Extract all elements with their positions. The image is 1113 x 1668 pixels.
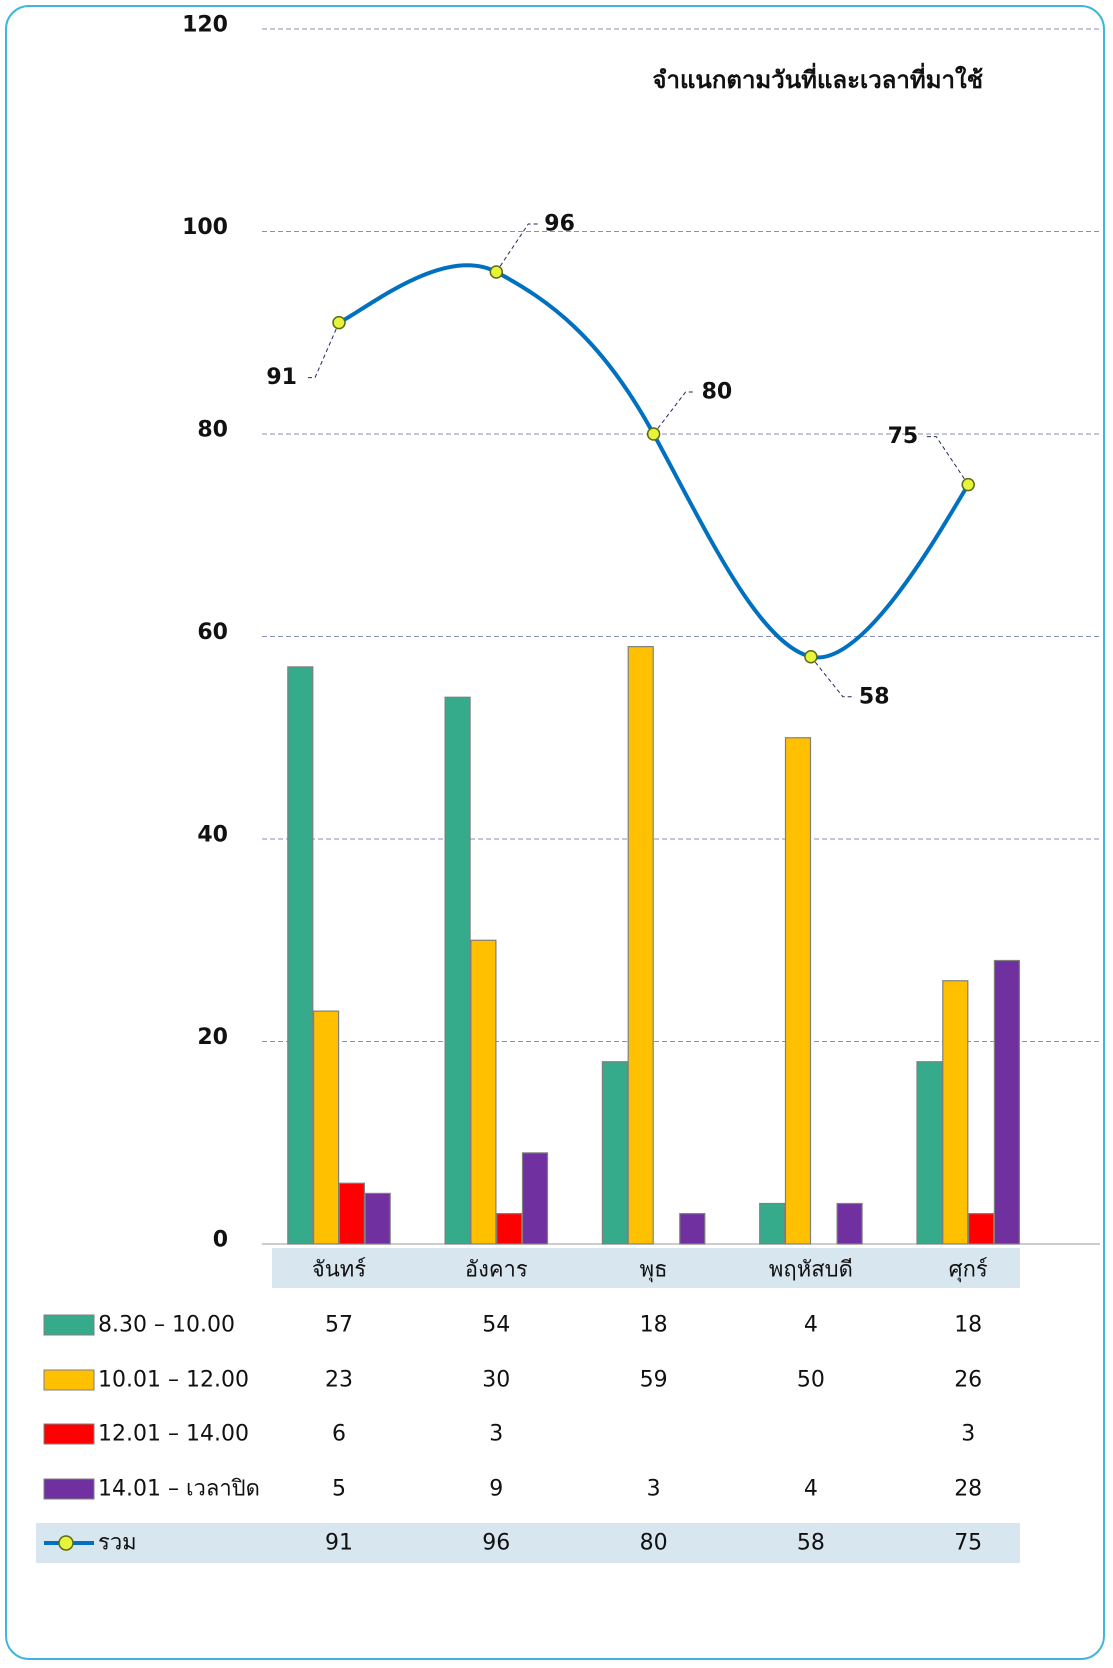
chart-frame (5, 5, 1105, 1660)
table-cell-s2-c4: 3 (961, 1422, 975, 1447)
table-cell-s3-c3: 4 (804, 1477, 818, 1502)
y-tick-label-80: 80 (197, 418, 228, 443)
leader-line-2 (653, 391, 696, 435)
table-cell-s0-c3: 4 (804, 1313, 818, 1338)
leader-line-0 (305, 322, 340, 379)
bar-s3-c3 (836, 1202, 863, 1245)
chart-title: จำแนกตามวันที่และเวลาที่มาใช้ (652, 62, 983, 94)
line-marker-0 (332, 315, 346, 330)
legend-key-2 (43, 1423, 95, 1445)
line-data-label-2: 80 (702, 380, 733, 405)
table-cell-s4-c1: 96 (482, 1531, 510, 1556)
line-data-label-0: 91 (266, 365, 297, 390)
bar-s3-c2 (679, 1213, 706, 1245)
leader-line-1 (495, 223, 539, 273)
bar-s0-c0 (287, 666, 314, 1245)
y-tick-label-0: 0 (213, 1228, 228, 1253)
table-cell-s3-c1: 9 (489, 1477, 503, 1502)
table-cell-s4-c3: 58 (797, 1531, 825, 1556)
line-marker-4 (961, 477, 975, 492)
table-cell-s1-c1: 30 (482, 1368, 510, 1393)
table-cell-s4-c2: 80 (640, 1531, 668, 1556)
bar-s0-c4 (916, 1061, 943, 1245)
legend-key-marker (58, 1535, 74, 1551)
table-cell-s2-c1: 3 (489, 1422, 503, 1447)
bar-s0-c2 (601, 1061, 629, 1245)
legend-label-0: 8.30 – 10.00 (98, 1313, 235, 1338)
category-label-0: จันทร์ (312, 1258, 366, 1283)
y-tick-label-20: 20 (197, 1025, 228, 1050)
bar-s1-c2 (627, 646, 654, 1245)
bar-s1-c0 (313, 1010, 340, 1245)
table-cell-s3-c4: 28 (954, 1477, 982, 1502)
line-marker-1 (489, 265, 504, 279)
line-marker-2 (646, 427, 661, 441)
table-cell-s0-c0: 57 (325, 1313, 353, 1338)
leader-line-4 (926, 436, 969, 485)
category-label-3: พฤหัสบดี (769, 1258, 853, 1283)
bar-s0-c3 (759, 1202, 786, 1245)
category-label-4: ศุกร์ (949, 1258, 988, 1283)
line-data-label-4: 75 (888, 424, 919, 449)
total-line (338, 263, 970, 660)
legend-label-4: รวม (98, 1531, 137, 1556)
table-cell-s3-c0: 5 (332, 1477, 346, 1502)
table-cell-s0-c4: 18 (954, 1313, 982, 1338)
line-data-label-1: 96 (544, 212, 575, 237)
line-data-label-3: 58 (859, 684, 890, 709)
y-tick-label-120: 120 (182, 13, 228, 38)
bar-s3-c0 (364, 1192, 391, 1245)
table-cell-s1-c3: 50 (797, 1368, 825, 1393)
bar-s3-c4 (993, 959, 1021, 1245)
table-cell-s1-c2: 59 (640, 1368, 668, 1393)
table-cell-s0-c2: 18 (640, 1313, 668, 1338)
legend-key-1 (43, 1369, 95, 1391)
bar-s1-c1 (470, 939, 497, 1245)
legend-key-3 (43, 1478, 95, 1500)
line-marker-3 (804, 650, 818, 664)
legend-key-0 (43, 1314, 95, 1336)
table-cell-s4-c4: 75 (954, 1531, 982, 1556)
y-tick-label-100: 100 (182, 215, 228, 240)
total-row-band (36, 1523, 1020, 1563)
bar-s3-c1 (521, 1152, 549, 1245)
legend-label-1: 10.01 – 12.00 (98, 1368, 249, 1393)
table-cell-s0-c1: 54 (482, 1313, 510, 1338)
table-cell-s1-c4: 26 (954, 1368, 982, 1393)
leader-line-3 (810, 656, 853, 698)
bar-s1-c3 (784, 737, 812, 1245)
table-cell-s4-c0: 91 (325, 1531, 353, 1556)
y-tick-label-60: 60 (197, 620, 228, 645)
y-tick-label-40: 40 (197, 823, 228, 848)
legend-label-3: 14.01 – เวลาปิด (98, 1477, 260, 1502)
category-label-2: พุธ (640, 1258, 668, 1283)
bar-s2-c1 (496, 1213, 523, 1245)
legend-label-2: 12.01 – 14.00 (98, 1422, 249, 1447)
table-cell-s1-c0: 23 (325, 1368, 353, 1393)
bar-s1-c4 (942, 980, 969, 1245)
bar-s2-c0 (338, 1182, 365, 1245)
table-cell-s2-c0: 6 (332, 1422, 346, 1447)
bar-s2-c4 (967, 1213, 995, 1245)
table-cell-s3-c2: 3 (647, 1477, 661, 1502)
category-label-1: อังคาร (465, 1258, 528, 1283)
category-band (272, 1248, 1020, 1288)
bar-s0-c1 (444, 696, 471, 1245)
